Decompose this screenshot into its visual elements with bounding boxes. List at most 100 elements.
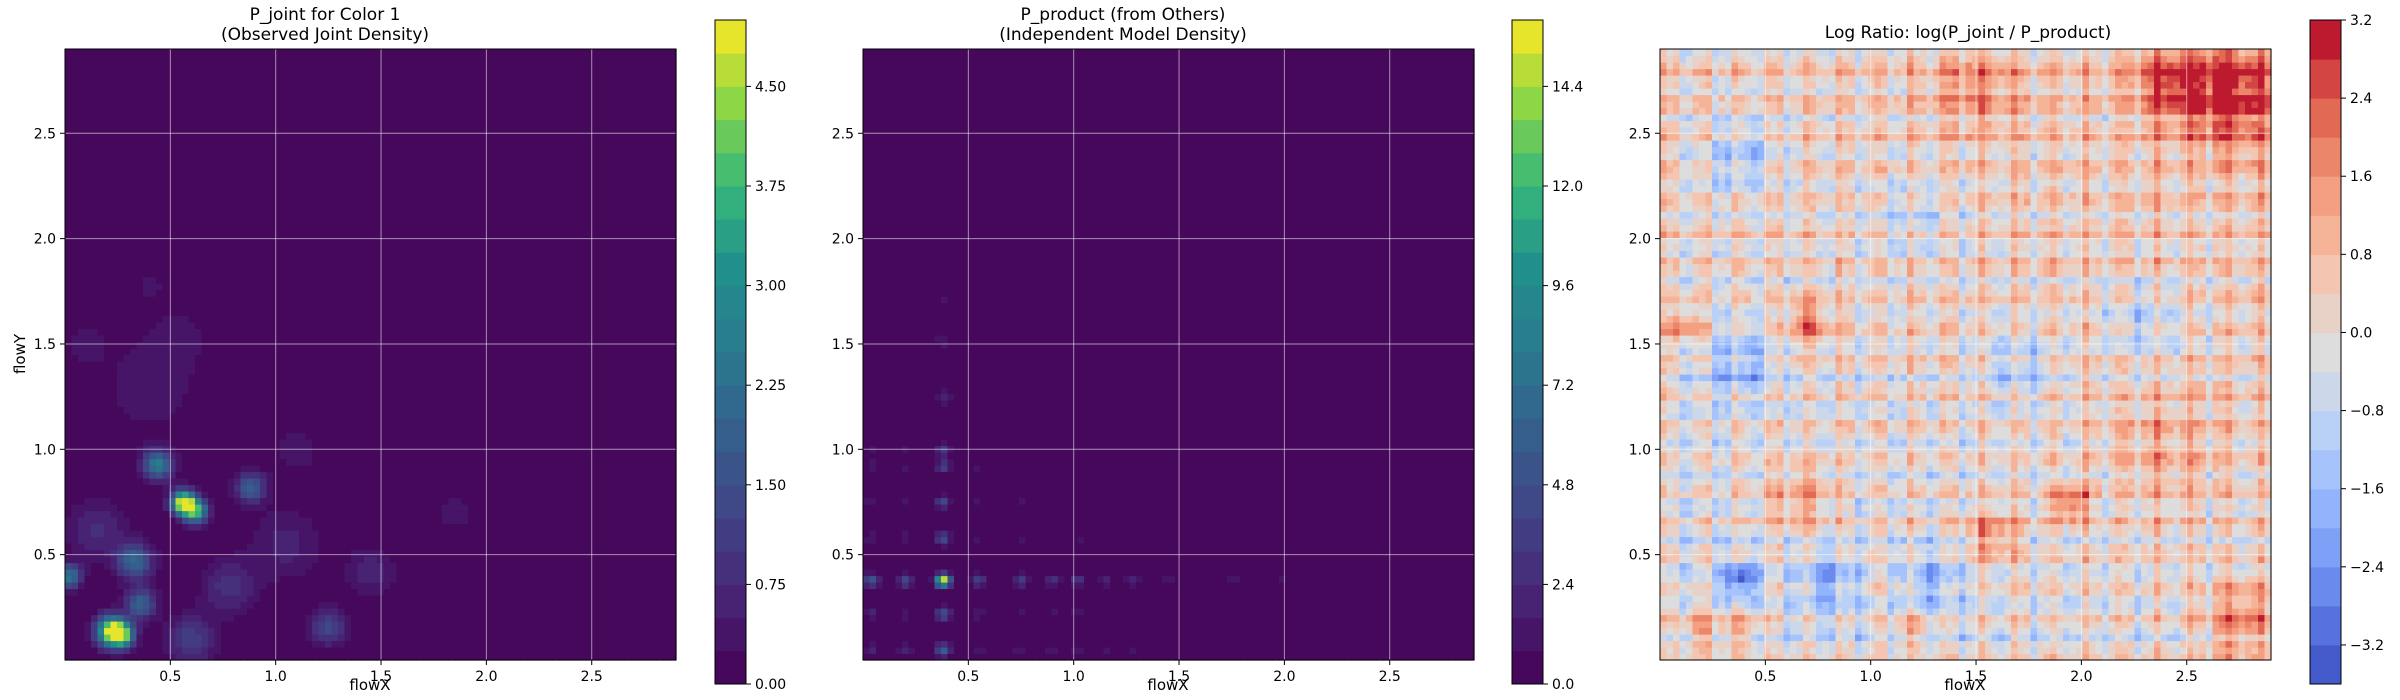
density-cell [78,55,86,63]
density-cell [136,510,144,518]
density-cell [292,283,300,291]
density-cell [344,361,352,369]
density-cell [364,647,372,655]
density-cell [182,263,190,271]
density-cell [201,354,209,362]
density-cell [91,68,99,76]
density-cell [403,601,411,609]
density-cell [383,185,391,193]
density-cell [227,153,235,161]
density-cell [240,452,248,460]
density-cell [195,588,203,596]
density-cell [253,549,261,557]
density-cell [91,172,99,180]
density-cell [71,601,79,609]
density-cell [221,322,229,330]
density-cell [351,302,359,310]
density-cell [331,588,339,596]
density-cell [175,543,183,551]
density-cell [214,367,222,375]
density-cell [364,653,372,661]
density-cell [279,309,287,317]
density-cell [97,510,105,518]
density-cell [403,556,411,564]
density-cell [312,237,320,245]
density-cell [253,432,261,440]
density-cell [370,361,378,369]
density-cell [195,614,203,622]
density-cell [71,575,79,583]
density-cell [286,614,294,622]
density-cell [331,367,339,375]
density-cell [208,81,216,89]
density-cell [110,562,118,570]
density-cell [136,536,144,544]
density-cell [130,179,138,187]
density-cell [169,140,177,148]
density-cell [383,523,391,531]
density-cell [123,426,131,434]
density-cell [312,367,320,375]
density-cell [240,653,248,661]
density-cell [299,68,307,76]
density-cell [253,179,261,187]
density-cell [227,614,235,622]
density-cell [364,68,372,76]
density-cell [201,653,209,661]
density-cell [156,504,164,512]
density-cell [312,640,320,648]
density-cell [370,432,378,440]
density-cell [234,497,242,505]
density-cell [117,94,125,102]
density-cell [279,543,287,551]
density-cell [396,653,404,661]
density-cell [143,211,151,219]
density-cell [240,400,248,408]
density-cell [195,452,203,460]
density-cell [305,153,313,161]
density-cell [156,133,164,141]
density-cell [71,504,79,512]
density-cell [338,192,346,200]
density-cell [318,621,326,629]
density-cell [117,504,125,512]
density-cell [286,231,294,239]
density-cell [91,582,99,590]
density-cell [169,634,177,642]
density-cell [383,478,391,486]
density-cell [156,153,164,161]
density-cell [162,237,170,245]
density-cell [91,400,99,408]
density-cell [78,153,86,161]
density-cell [318,608,326,616]
density-cell [182,413,190,421]
density-cell [390,198,398,206]
density-cell [338,237,346,245]
density-cell [292,127,300,135]
density-cell [110,393,118,401]
density-cell [357,185,365,193]
density-cell [130,517,138,525]
density-cell [214,510,222,518]
density-cell [325,81,333,89]
density-cell [110,601,118,609]
density-cell [247,361,255,369]
density-cell [403,68,411,76]
density-cell [104,146,112,154]
density-cell [84,387,92,395]
density-cell [149,322,157,330]
density-cell [357,101,365,109]
density-cell [273,471,281,479]
density-cell [351,322,359,330]
density-cell [292,549,300,557]
density-cell [104,647,112,655]
density-cell [227,484,235,492]
density-cell [71,75,79,83]
density-cell [136,276,144,284]
density-cell [318,315,326,323]
density-cell [130,361,138,369]
density-cell [357,413,365,421]
density-cell [370,231,378,239]
density-cell [299,530,307,538]
density-cell [97,127,105,135]
